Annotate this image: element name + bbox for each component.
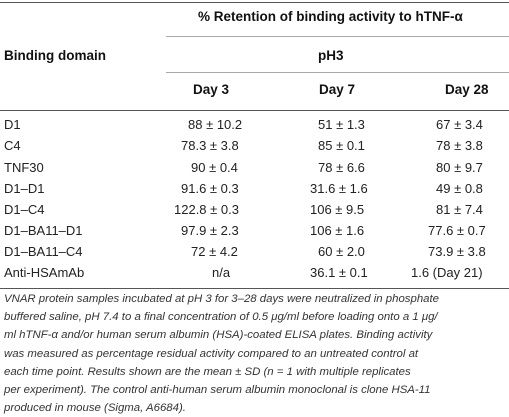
row-header: Binding domain (4, 48, 106, 63)
footnote-line: was measured as percentage residual acti… (4, 347, 419, 360)
value-day-7: 51 ± 1.3 (318, 117, 365, 132)
value-day-7: 78 ± 6.6 (318, 160, 365, 175)
column-header-day-7: Day 7 (319, 82, 356, 97)
footnote-line: produced in mouse (Sigma, A6684). (4, 402, 186, 415)
value-day-7: 106 ± 1.6 (310, 223, 365, 238)
sub-header: pH3 (318, 48, 344, 63)
value-day-7: 36.1 ± 0.1 (310, 265, 368, 280)
value-day-3: 97.9 ± 2.3 (181, 223, 239, 238)
table-footnote: VNAR protein samples incubated at pH 3 f… (4, 290, 504, 417)
footnote-line: ml hTNF-α and/or human serum albumin (HS… (4, 329, 433, 342)
column-header-day-28: Day 28 (445, 82, 489, 97)
value-day-3: n/a (212, 265, 231, 280)
header-bottom-rule (0, 110, 509, 111)
row-label: D1–BA11–C4 (4, 244, 83, 259)
row-label: D1 (4, 117, 21, 132)
footnote-line: VNAR protein samples incubated at pH 3 f… (4, 293, 440, 305)
value-day-3: 91.6 ± 0.3 (181, 181, 239, 196)
value-day-3: 72 ± 4.2 (191, 244, 238, 259)
value-day-3: 88 ± 10.2 (188, 117, 243, 132)
value-day-28: 73.9 ± 3.8 (428, 244, 486, 259)
value-day-7: 60 ± 2.0 (318, 244, 365, 259)
value-day-3: 78.3 ± 3.8 (181, 138, 239, 153)
value-day-28: 77.6 ± 0.7 (428, 223, 486, 238)
footnote-line: each time point. Results shown are the m… (4, 365, 411, 378)
row-label: D1–BA11–D1 (4, 223, 83, 238)
group-header-rule (166, 36, 509, 37)
table-bottom-rule (0, 288, 509, 289)
column-header-day-3: Day 3 (193, 82, 230, 97)
value-day-28: 67 ± 3.4 (436, 117, 483, 132)
value-day-7: 85 ± 0.1 (318, 138, 365, 153)
top-rule (0, 2, 509, 3)
row-label: TNF30 (4, 160, 44, 175)
sub-header-rule (166, 72, 509, 73)
value-day-3: 122.8 ± 0.3 (174, 202, 239, 217)
value-day-7: 31.6 ± 1.6 (310, 181, 368, 196)
footnote-line: buffered saline, pH 7.4 to a final conce… (4, 311, 438, 324)
value-day-28: 1.6 (Day 21) (411, 265, 483, 280)
row-label: D1–C4 (4, 202, 45, 217)
row-label: Anti-HSAmAb (4, 265, 85, 280)
value-day-28: 81 ± 7.4 (436, 202, 483, 217)
row-label: D1–D1 (4, 181, 45, 196)
value-day-28: 49 ± 0.8 (436, 181, 483, 196)
value-day-7: 106 ± 9.5 (310, 202, 365, 217)
footnote-line: per experiment). The control anti-human … (4, 384, 431, 397)
row-label: C4 (4, 138, 21, 153)
value-day-28: 78 ± 3.8 (436, 138, 483, 153)
value-day-28: 80 ± 9.7 (436, 160, 483, 175)
group-header: % Retention of binding activity to hTNF-… (198, 9, 463, 24)
value-day-3: 90 ± 0.4 (191, 160, 238, 175)
